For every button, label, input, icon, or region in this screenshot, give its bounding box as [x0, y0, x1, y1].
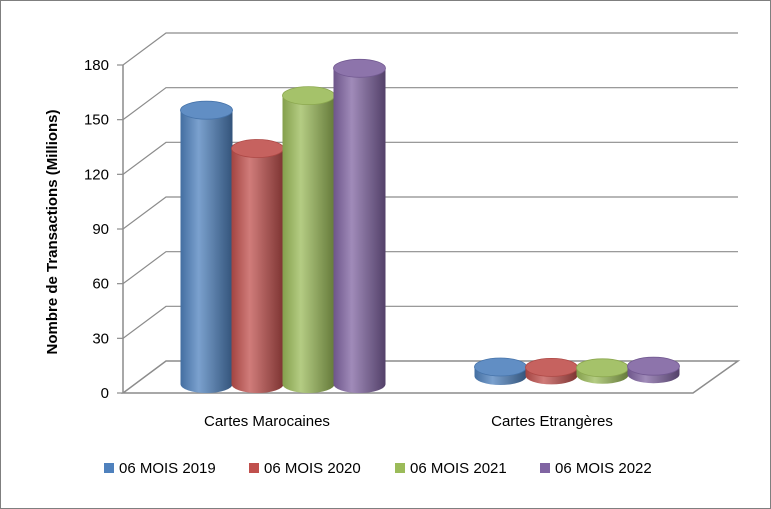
bar-top [576, 358, 629, 378]
bar-cartes-marocaines-2 [282, 86, 335, 393]
bar-cartes-etrang-res-2 [576, 358, 629, 384]
legend-label: 06 MOIS 2022 [555, 460, 652, 477]
legend-label: 06 MOIS 2019 [119, 460, 216, 477]
y-tick-label: 120 [84, 166, 109, 183]
floor-plane [120, 360, 741, 394]
bar-cartes-etrang-res-1 [525, 357, 578, 385]
y-axis-ticks: 0 30 60 90 120 150 180 [84, 57, 123, 402]
bars [180, 58, 680, 394]
bar-top [180, 100, 233, 120]
category-label: Cartes Marocaines [204, 413, 330, 430]
bar-top [525, 357, 578, 377]
bar-cartes-etrang-res-0 [474, 357, 527, 385]
category-labels: Cartes Marocaines Cartes Etrangères [204, 413, 613, 430]
bar-body [282, 95, 335, 393]
bar-top [474, 357, 527, 377]
bar-body [333, 68, 386, 394]
gridlines [122, 32, 738, 339]
y-tick-label: 180 [84, 57, 109, 74]
y-tick-label: 60 [92, 276, 109, 293]
bar-top [627, 356, 680, 376]
bar-cartes-etrang-res-3 [627, 356, 680, 384]
y-tick-label: 150 [84, 112, 109, 129]
legend-label: 06 MOIS 2020 [264, 460, 361, 477]
y-tick-label: 0 [101, 385, 109, 402]
y-tick-label: 30 [92, 330, 109, 347]
bar-cartes-marocaines-3 [333, 58, 386, 394]
legend-swatch [395, 463, 405, 473]
bar-top [282, 86, 335, 106]
legend-swatch [249, 463, 259, 473]
gridline [122, 32, 738, 66]
y-tick-label: 90 [92, 221, 109, 238]
legend-swatch [104, 463, 114, 473]
legend-label: 06 MOIS 2021 [410, 460, 507, 477]
bar-cartes-marocaines-1 [231, 139, 284, 393]
y-axis-title: Nombre de Transactions (Millions) [44, 109, 61, 354]
bar-top [333, 58, 386, 78]
legend: 06 MOIS 2019 06 MOIS 2020 06 MOIS 2021 06 M… [104, 460, 652, 477]
gridline [122, 87, 738, 121]
bar-cartes-marocaines-0 [180, 100, 233, 393]
gridline [122, 196, 738, 230]
gridline [122, 141, 738, 175]
gridline [122, 251, 738, 285]
legend-swatch [540, 463, 550, 473]
bar-top [231, 139, 284, 158]
gridline [122, 305, 738, 339]
category-label: Cartes Etrangères [491, 413, 613, 430]
bar-body [180, 110, 233, 393]
bar-body [231, 148, 284, 393]
